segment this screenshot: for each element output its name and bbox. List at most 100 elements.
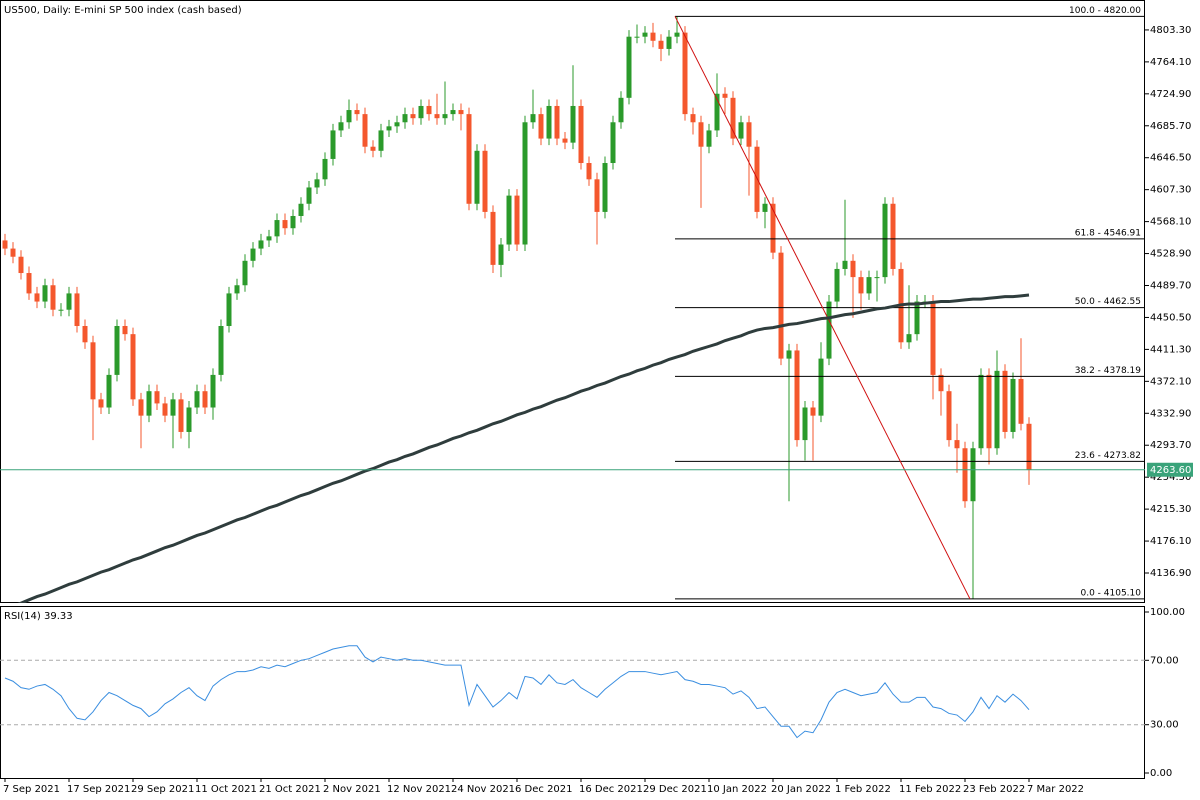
fib-trend-line	[674, 16, 971, 600]
candle-body	[730, 97, 736, 139]
candle-body	[130, 334, 136, 400]
candle-body	[370, 146, 376, 151]
x-tick-label: 6 Dec 2021	[515, 784, 573, 795]
candle-body	[42, 285, 48, 302]
x-tick-label: 23 Feb 2022	[963, 784, 1025, 795]
y-tick-label: 4254.50	[1150, 472, 1191, 483]
candle-body	[858, 277, 864, 294]
x-tick-label: 16 Dec 2021	[579, 784, 643, 795]
candle-body	[490, 211, 496, 265]
candle-body	[18, 256, 24, 274]
candle-body	[530, 114, 536, 123]
candle-body	[722, 93, 728, 98]
fib-label: 50.0 - 4462.55	[1075, 297, 1141, 307]
candle-body	[306, 187, 312, 204]
fib-label: 61.8 - 4546.91	[1075, 228, 1141, 238]
candle-body	[354, 110, 360, 115]
candle-body	[538, 114, 544, 139]
candle-body	[634, 36, 640, 38]
candle-body	[162, 403, 168, 416]
candle-body	[994, 370, 1000, 449]
candle-body	[178, 399, 184, 432]
candle-body	[410, 114, 416, 119]
candle-body	[498, 244, 504, 265]
candle-body	[34, 293, 40, 302]
candle-body	[362, 114, 368, 147]
candle-body	[514, 195, 520, 245]
candle-body	[98, 399, 104, 408]
candle-body	[138, 399, 144, 416]
x-tick-label: 29 Dec 2021	[643, 784, 707, 795]
candle-body	[570, 105, 576, 143]
candle-body	[218, 326, 224, 375]
candle-body	[874, 277, 880, 279]
candle-body	[298, 203, 304, 216]
y-tick-label: 4646.50	[1150, 153, 1191, 164]
candle-body	[818, 358, 824, 416]
candle-body	[258, 240, 264, 249]
fib-label: 100.0 - 4820.00	[1069, 6, 1141, 16]
candle-body	[970, 448, 976, 502]
y-tick-label: 4450.50	[1150, 312, 1191, 323]
fib-label: 38.2 - 4378.19	[1075, 366, 1141, 376]
candle-body	[554, 105, 560, 139]
candle-body	[418, 105, 424, 119]
y-tick-label: 4293.70	[1150, 440, 1191, 451]
candle-body	[234, 285, 240, 294]
candle-body	[882, 203, 888, 278]
candle-body	[394, 122, 400, 127]
candle-body	[682, 32, 688, 115]
candle-body	[658, 40, 664, 49]
candle-body	[10, 248, 16, 257]
x-tick-label: 2 Nov 2021	[323, 784, 381, 795]
candle-body	[170, 399, 176, 416]
candle-body	[930, 301, 936, 375]
y-tick-label: 4215.30	[1150, 504, 1191, 515]
candle-body	[674, 32, 680, 37]
candle-body	[562, 138, 568, 143]
y-tick-label: 4568.10	[1150, 217, 1191, 228]
x-tick-label: 7 Sep 2021	[3, 784, 60, 795]
candle-body	[114, 326, 120, 375]
candle-body	[642, 32, 648, 37]
candle-body	[962, 448, 968, 502]
y-tick-label: 100.00	[1150, 607, 1185, 618]
candle-body	[866, 277, 872, 294]
candle-body	[826, 301, 832, 359]
candle-body	[402, 114, 408, 123]
candle-body	[2, 240, 8, 249]
candle-body	[282, 220, 288, 229]
y-tick-label: 4489.70	[1150, 281, 1191, 292]
candle-body	[482, 150, 488, 212]
candle-body	[1026, 423, 1032, 470]
candle-body	[442, 114, 448, 119]
candle-body	[50, 285, 56, 310]
y-tick-label: 70.00	[1150, 655, 1179, 666]
candle-body	[986, 374, 992, 449]
candle-body	[450, 110, 456, 115]
candle-body	[74, 293, 80, 327]
candle-body	[378, 130, 384, 151]
candle-body	[226, 293, 232, 327]
y-tick-label: 0.00	[1150, 768, 1172, 779]
candle-body	[650, 32, 656, 41]
candle-body	[578, 105, 584, 164]
candle-body	[914, 301, 920, 335]
y-tick-label: 4136.90	[1150, 568, 1191, 579]
candle-body	[770, 203, 776, 253]
candle-body	[338, 122, 344, 131]
candle-body	[146, 391, 152, 416]
candle-body	[802, 407, 808, 441]
y-tick-label: 4372.10	[1150, 376, 1191, 387]
x-tick-label: 7 Mar 2022	[1027, 784, 1084, 795]
candle-body	[890, 203, 896, 269]
candle-body	[186, 407, 192, 432]
x-tick-label: 17 Sep 2021	[67, 784, 130, 795]
candle-body	[154, 391, 160, 404]
candle-body	[586, 163, 592, 180]
candle-body	[1002, 370, 1008, 432]
x-tick-label: 29 Sep 2021	[131, 784, 194, 795]
y-tick-label: 4607.30	[1150, 185, 1191, 196]
candle-body	[274, 220, 280, 237]
